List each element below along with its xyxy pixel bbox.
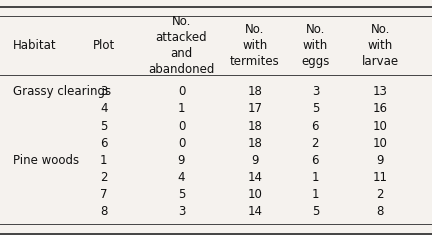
Text: 6: 6 (311, 120, 319, 133)
Text: 2: 2 (376, 188, 384, 201)
Text: 14: 14 (248, 171, 262, 184)
Text: 5: 5 (311, 102, 319, 115)
Text: 9: 9 (251, 154, 259, 167)
Text: 1: 1 (178, 102, 185, 115)
Text: Plot: Plot (92, 39, 115, 52)
Text: 1: 1 (100, 154, 108, 167)
Text: 0: 0 (178, 120, 185, 133)
Text: 11: 11 (373, 171, 388, 184)
Text: 17: 17 (248, 102, 262, 115)
Text: 4: 4 (178, 171, 185, 184)
Text: 16: 16 (373, 102, 388, 115)
Text: 10: 10 (373, 137, 388, 149)
Text: 6: 6 (100, 137, 108, 149)
Text: 7: 7 (100, 188, 108, 201)
Text: 13: 13 (373, 86, 388, 98)
Text: 9: 9 (178, 154, 185, 167)
Text: 18: 18 (248, 137, 262, 149)
Text: 10: 10 (248, 188, 262, 201)
Text: No.
with
termites: No. with termites (230, 23, 280, 68)
Text: 5: 5 (100, 120, 108, 133)
Text: 1: 1 (311, 171, 319, 184)
Text: No.
with
larvae: No. with larvae (362, 23, 399, 68)
Text: 18: 18 (248, 86, 262, 98)
Text: 0: 0 (178, 137, 185, 149)
Text: 9: 9 (376, 154, 384, 167)
Text: 4: 4 (100, 102, 108, 115)
Text: Pine woods: Pine woods (13, 154, 79, 167)
Text: 0: 0 (178, 86, 185, 98)
Text: 10: 10 (373, 120, 388, 133)
Text: Grassy clearings: Grassy clearings (13, 86, 111, 98)
Text: 2: 2 (100, 171, 108, 184)
Text: No.
attacked
and
abandoned: No. attacked and abandoned (148, 15, 215, 76)
Text: 6: 6 (311, 154, 319, 167)
Text: 2: 2 (311, 137, 319, 149)
Text: No.
with
eggs: No. with eggs (301, 23, 330, 68)
Text: 14: 14 (248, 205, 262, 218)
Text: 3: 3 (100, 86, 108, 98)
Text: 1: 1 (311, 188, 319, 201)
Text: 3: 3 (178, 205, 185, 218)
Text: 8: 8 (100, 205, 108, 218)
Text: 8: 8 (376, 205, 384, 218)
Text: 5: 5 (311, 205, 319, 218)
Text: 18: 18 (248, 120, 262, 133)
Text: 3: 3 (311, 86, 319, 98)
Text: 5: 5 (178, 188, 185, 201)
Text: Habitat: Habitat (13, 39, 57, 52)
